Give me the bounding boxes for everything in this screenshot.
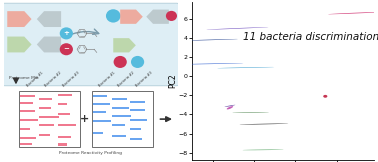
Bar [20,128,30,130]
Polygon shape [113,38,136,52]
Bar [20,95,35,97]
Circle shape [131,56,144,68]
Polygon shape [7,37,32,52]
FancyBboxPatch shape [92,91,153,147]
Bar [93,103,110,105]
Ellipse shape [178,63,243,64]
Bar [112,115,131,117]
FancyBboxPatch shape [2,3,179,86]
Text: Bacteria #3: Bacteria #3 [62,71,80,88]
Y-axis label: PC2: PC2 [168,74,177,88]
Ellipse shape [206,27,269,30]
Text: Bacteria #1: Bacteria #1 [25,71,44,88]
Bar [20,110,35,112]
Ellipse shape [225,105,235,107]
Text: Bacteria #2: Bacteria #2 [117,71,135,88]
Bar [93,95,107,97]
Bar [93,132,103,134]
Text: 11 bacteria discrimination: 11 bacteria discrimination [243,32,378,41]
Ellipse shape [232,112,269,113]
Circle shape [60,27,73,39]
Circle shape [106,9,121,23]
Bar [130,109,146,111]
Circle shape [166,11,177,21]
Bar [130,119,147,121]
Ellipse shape [217,67,274,68]
Bar [57,103,67,105]
Bar [39,116,59,118]
Ellipse shape [239,123,288,125]
Text: Proteome Mix: Proteome Mix [9,76,39,80]
Text: Bacteria #3: Bacteria #3 [135,71,153,88]
Text: −: − [64,46,69,52]
Bar [57,124,76,126]
Bar [20,143,33,145]
FancyBboxPatch shape [19,91,80,147]
Text: Bacteria #2: Bacteria #2 [44,71,62,88]
Text: +: + [79,114,89,124]
Bar [57,94,71,96]
Bar [57,144,67,145]
Ellipse shape [323,95,327,98]
Bar [39,124,54,127]
Bar [57,136,71,138]
Bar [112,107,129,109]
Ellipse shape [227,106,233,109]
Bar [130,138,142,140]
Text: Bacteria #1: Bacteria #1 [99,71,117,88]
Polygon shape [37,37,61,52]
Bar [20,137,36,139]
Text: Proteome Reactivity Profiling: Proteome Reactivity Profiling [59,151,122,155]
Bar [130,101,144,103]
Circle shape [114,56,127,68]
Bar [20,119,38,121]
Circle shape [60,43,73,55]
Polygon shape [120,10,143,24]
Polygon shape [7,11,32,27]
Bar [39,98,53,100]
Bar [39,107,51,109]
Ellipse shape [328,12,378,14]
Bar [39,134,50,136]
Polygon shape [146,10,169,24]
Bar [93,111,106,113]
Bar [20,102,33,104]
Text: +: + [64,30,69,36]
Bar [112,124,124,127]
Bar [93,120,111,122]
Bar [130,128,141,130]
Polygon shape [37,11,61,27]
Bar [112,98,127,100]
Bar [57,113,70,115]
Ellipse shape [182,39,238,41]
Bar [112,135,126,137]
